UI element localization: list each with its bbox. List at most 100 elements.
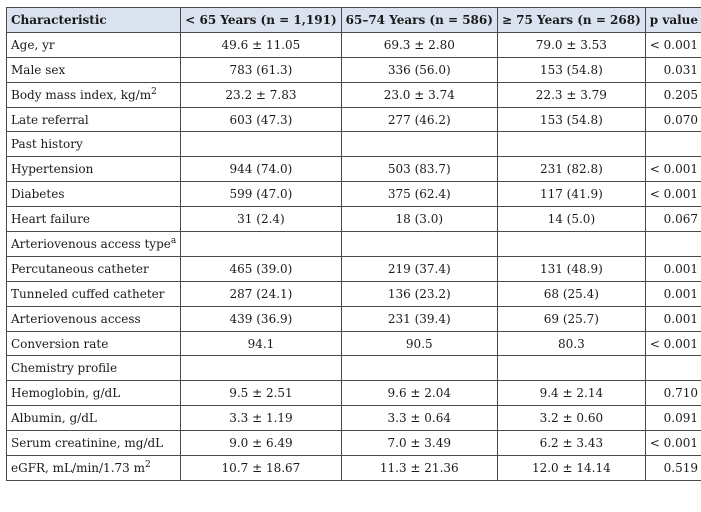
table-row: Arteriovenous access 439 (36.9) 231 (39.4)… xyxy=(5,305,701,332)
value-75-plus: 153 (54.8) xyxy=(496,56,646,83)
row-label: Diabetes xyxy=(5,181,182,208)
row-label: Hemoglobin, g/dL xyxy=(5,380,182,407)
row-label: Hypertension xyxy=(5,156,182,183)
row-label: Late referral xyxy=(5,106,182,133)
value-75-plus: 79.0 ± 3.53 xyxy=(496,31,646,58)
table-row: Body mass index, kg/m2 23.2 ± 7.83 23.0 ± … xyxy=(5,81,701,108)
value-65-74: 11.3 ± 21.36 xyxy=(340,455,498,481)
value-p: 0.710 xyxy=(644,380,701,407)
table-row: Chemistry profile xyxy=(5,355,701,382)
table-row: Late referral 603 (47.3) 277 (46.2) 153 (54… xyxy=(5,106,701,133)
value-65-74 xyxy=(340,131,498,158)
row-label-text: eGFR, mL/min/1.73 m xyxy=(11,460,145,475)
table-row: Arteriovenous access typea xyxy=(5,231,701,257)
row-label-text: Serum creatinine, mg/dL xyxy=(11,436,164,451)
value-65-74: 69.3 ± 2.80 xyxy=(340,31,498,58)
value-75-plus: 153 (54.8) xyxy=(496,106,646,133)
value-65-74 xyxy=(340,355,498,382)
value-under-65: 9.5 ± 2.51 xyxy=(180,380,342,407)
row-label-superscript: 2 xyxy=(151,86,157,97)
row-label-text: Heart failure xyxy=(11,212,90,227)
row-label-text: Chemistry profile xyxy=(11,361,118,376)
row-label: Albumin, g/dL xyxy=(5,405,182,432)
row-label-text: Albumin, g/dL xyxy=(11,411,97,426)
value-65-74: 503 (83.7) xyxy=(340,156,498,183)
row-label-text: Hemoglobin, g/dL xyxy=(11,386,121,401)
value-65-74: 231 (39.4) xyxy=(340,305,498,332)
value-p: < 0.001 xyxy=(644,330,701,357)
value-p: 0.205 xyxy=(644,81,701,108)
value-under-65: 465 (39.0) xyxy=(180,255,342,282)
row-label-superscript: a xyxy=(170,235,177,246)
row-label: eGFR, mL/min/1.73 m2 xyxy=(5,455,182,481)
value-75-plus: 12.0 ± 14.14 xyxy=(496,455,646,481)
value-75-plus: 14 (5.0) xyxy=(496,206,646,233)
value-p xyxy=(644,231,701,257)
value-75-plus: 3.2 ± 0.60 xyxy=(496,405,646,432)
header-p-value: p value xyxy=(644,7,701,33)
value-under-65 xyxy=(180,131,342,158)
characteristics-table: Characteristic < 65 Years (n = 1,191) 65… xyxy=(5,7,701,481)
value-65-74: 9.6 ± 2.04 xyxy=(340,380,498,407)
value-65-74: 90.5 xyxy=(340,330,498,357)
value-65-74: 336 (56.0) xyxy=(340,56,498,83)
value-p xyxy=(644,131,701,158)
row-label: Percutaneous catheter xyxy=(5,255,182,282)
value-under-65: 287 (24.1) xyxy=(180,280,342,307)
value-75-plus: 68 (25.4) xyxy=(496,280,646,307)
row-label: Arteriovenous access typea xyxy=(5,231,182,257)
value-p: 0.070 xyxy=(644,106,701,133)
row-label: Arteriovenous access xyxy=(5,305,182,332)
value-75-plus xyxy=(496,231,646,257)
value-75-plus: 117 (41.9) xyxy=(496,181,646,208)
row-label-text: Arteriovenous access type xyxy=(11,236,171,251)
value-under-65: 783 (61.3) xyxy=(180,56,342,83)
header-75-plus: ≥ 75 Years (n = 268) xyxy=(496,7,646,33)
row-label-text: Conversion rate xyxy=(11,336,109,351)
row-label-text: Body mass index, kg/m xyxy=(11,87,152,102)
table-row: Diabetes 599 (47.0) 375 (62.4) 117 (41.9) < … xyxy=(5,181,701,208)
row-label-superscript: 2 xyxy=(144,459,151,470)
value-under-65 xyxy=(180,355,342,382)
header-65-74: 65–74 Years (n = 586) xyxy=(340,7,498,33)
row-label: Male sex xyxy=(5,56,182,83)
table-row: Heart failure 31 (2.4) 18 (3.0) 14 (5.0) 0.0… xyxy=(5,206,701,233)
table-row: Albumin, g/dL 3.3 ± 1.19 3.3 ± 0.64 3.2 ± 0… xyxy=(5,405,701,432)
row-label: Tunneled cuffed catheter xyxy=(5,280,182,307)
value-75-plus: 231 (82.8) xyxy=(496,156,646,183)
row-label: Past history xyxy=(5,131,182,158)
value-65-74: 3.3 ± 0.64 xyxy=(340,405,498,432)
row-label: Conversion rate xyxy=(5,330,182,357)
value-under-65: 23.2 ± 7.83 xyxy=(180,81,342,108)
header-characteristic: Characteristic xyxy=(5,7,182,33)
value-under-65: 603 (47.3) xyxy=(180,106,342,133)
value-65-74: 23.0 ± 3.74 xyxy=(340,81,498,108)
table-row: Hypertension 944 (74.0) 503 (83.7) 231 (82.… xyxy=(5,156,701,183)
table-row: eGFR, mL/min/1.73 m2 10.7 ± 18.67 11.3 ± 2… xyxy=(5,455,701,481)
value-p xyxy=(644,355,701,382)
header-under-65: < 65 Years (n = 1,191) xyxy=(180,7,342,33)
value-under-65: 10.7 ± 18.67 xyxy=(180,455,342,481)
value-p: < 0.001 xyxy=(644,31,701,58)
table-row: Percutaneous catheter 465 (39.0) 219 (37.4… xyxy=(5,255,701,282)
row-label-text: Male sex xyxy=(11,62,66,77)
row-label: Body mass index, kg/m2 xyxy=(5,81,182,108)
row-label-text: Arteriovenous access xyxy=(11,311,141,326)
table-row: Conversion rate 94.1 90.5 80.3 < 0.001 xyxy=(5,330,701,357)
row-label-text: Percutaneous catheter xyxy=(11,261,149,276)
value-75-plus: 131 (48.9) xyxy=(496,255,646,282)
row-label-text: Tunneled cuffed catheter xyxy=(11,286,165,301)
table-row: Age, yr 49.6 ± 11.05 69.3 ± 2.80 79.0 ± 3.5… xyxy=(5,31,701,58)
value-under-65: 49.6 ± 11.05 xyxy=(180,31,342,58)
value-p: 0.001 xyxy=(644,255,701,282)
value-75-plus: 6.2 ± 3.43 xyxy=(496,430,646,457)
value-p: 0.067 xyxy=(644,206,701,233)
table-row: Tunneled cuffed catheter 287 (24.1) 136 (2… xyxy=(5,280,701,307)
row-label: Age, yr xyxy=(5,31,182,58)
value-p: 0.001 xyxy=(644,280,701,307)
value-under-65: 3.3 ± 1.19 xyxy=(180,405,342,432)
value-65-74: 277 (46.2) xyxy=(340,106,498,133)
value-65-74: 375 (62.4) xyxy=(340,181,498,208)
value-p: 0.091 xyxy=(644,405,701,432)
table-row: Serum creatinine, mg/dL 9.0 ± 6.49 7.0 ± 3… xyxy=(5,430,701,457)
